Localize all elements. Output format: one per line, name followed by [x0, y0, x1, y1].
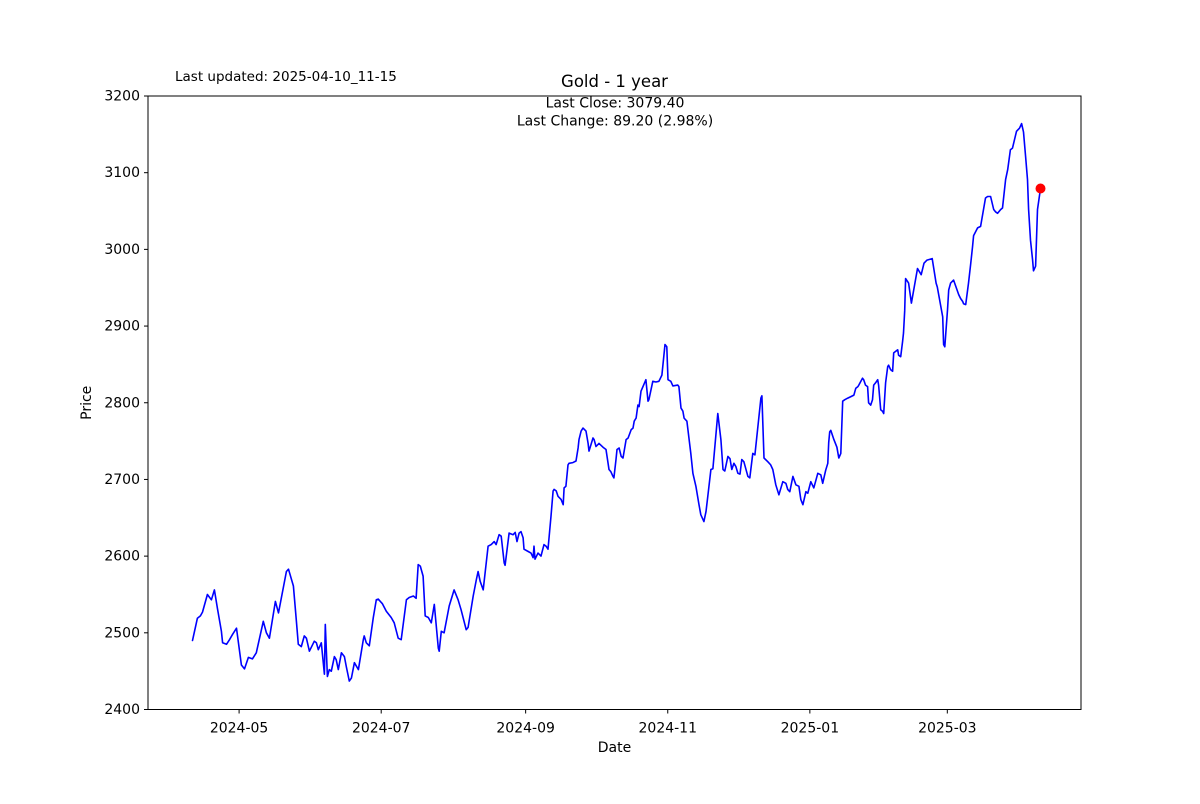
y-tick-label: 3000 — [104, 242, 140, 258]
last-close-annotation: Last Close: 3079.40 — [546, 96, 685, 112]
y-tick-label: 3200 — [104, 89, 140, 105]
y-tick-label: 2800 — [104, 395, 140, 411]
y-axis-label: Price — [79, 386, 95, 420]
last-close-marker — [1035, 183, 1046, 194]
y-tick-label: 2900 — [104, 319, 140, 335]
x-tick-label: 2024-07 — [352, 721, 411, 737]
x-axis-label: Date — [598, 740, 631, 756]
x-tick-label: 2024-05 — [210, 721, 269, 737]
last-updated-text: Last updated: 2025-04-10_11-15 — [175, 69, 397, 85]
y-tick-label: 2500 — [104, 625, 140, 641]
axes-frame — [147, 95, 1082, 710]
axes-area: 2400 2500 2600 2700 2800 2900 3000 3100 3200 2024… — [104, 89, 1082, 737]
x-tick-label: 2025-01 — [781, 721, 840, 737]
x-tick-label: 2024-11 — [639, 721, 698, 737]
y-tick-label: 2400 — [104, 702, 140, 718]
chart-title: Gold - 1 year — [561, 72, 668, 91]
y-tick-label: 2700 — [104, 472, 140, 488]
x-tick-label: 2024-09 — [496, 721, 555, 737]
price-line — [191, 122, 1042, 682]
y-tick-label: 2600 — [104, 549, 140, 565]
y-tick-label: 3100 — [104, 165, 140, 181]
x-tick-label: 2025-03 — [918, 721, 977, 737]
last-change-annotation: Last Change: 89.20 (2.98%) — [517, 114, 713, 130]
